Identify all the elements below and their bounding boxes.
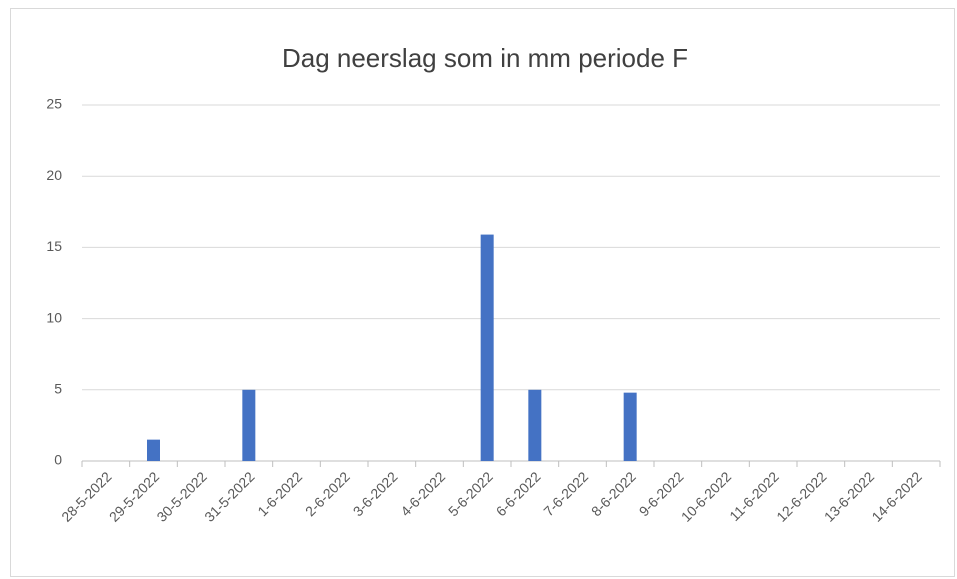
bar xyxy=(147,439,160,461)
bar xyxy=(480,234,494,461)
y-tick-label: 20 xyxy=(46,167,62,183)
bar xyxy=(623,392,637,461)
chart-title: Dag neerslag som in mm periode F xyxy=(282,43,688,73)
bar xyxy=(242,389,256,461)
y-tick-label: 15 xyxy=(46,238,62,254)
y-tick-label: 25 xyxy=(46,96,62,112)
bar xyxy=(528,389,542,461)
y-tick-label: 5 xyxy=(54,381,62,397)
y-tick-label: 10 xyxy=(46,309,62,325)
y-tick-label: 0 xyxy=(54,452,62,468)
